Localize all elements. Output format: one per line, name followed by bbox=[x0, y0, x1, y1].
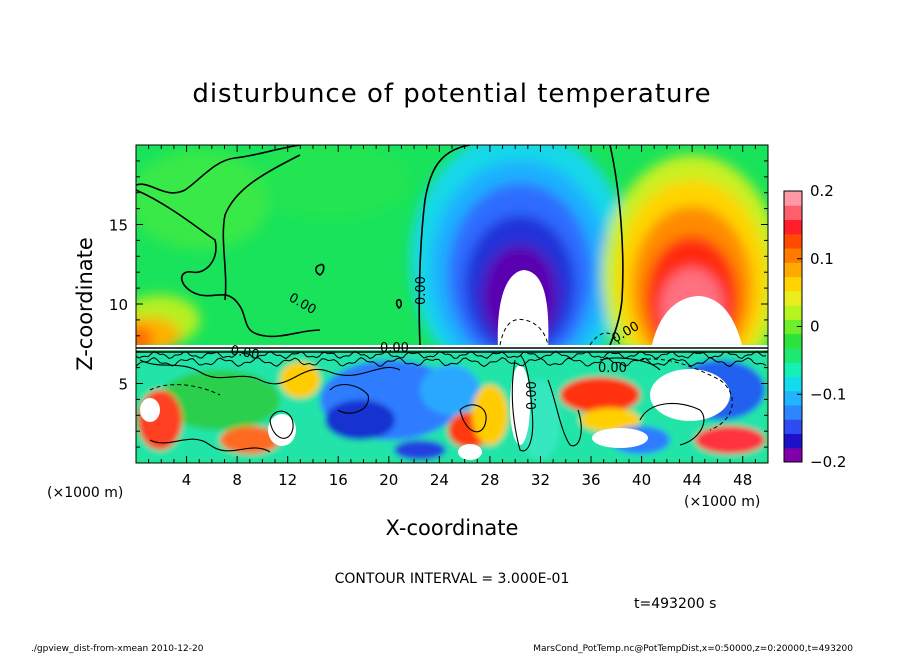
colorbar-tick-label: 0.1 bbox=[810, 250, 834, 268]
x-tick-label: 8 bbox=[232, 471, 242, 489]
x-tick-label: 36 bbox=[581, 471, 600, 489]
colorbar-tick-label: 0 bbox=[810, 318, 820, 336]
contour-label: 0.00 bbox=[414, 276, 429, 305]
colorbar-swatch bbox=[784, 233, 802, 249]
time-label: t=493200 s bbox=[634, 596, 716, 612]
colorbar-swatch bbox=[784, 433, 802, 449]
colorbar-swatch bbox=[784, 376, 802, 392]
x-tick-label: 4 bbox=[182, 471, 192, 489]
x-tick-label: 32 bbox=[531, 471, 550, 489]
x-axis-unit-right: (×1000 m) bbox=[684, 494, 760, 510]
contour-label: 0.00 bbox=[229, 343, 260, 363]
colorbar-swatch bbox=[784, 191, 802, 206]
colorbar-swatch bbox=[784, 219, 802, 235]
x-tick-label: 24 bbox=[430, 471, 449, 489]
colorbar-tick-label: −0.1 bbox=[810, 385, 846, 403]
colorbar-swatch bbox=[784, 404, 802, 420]
x-tick-label: 28 bbox=[480, 471, 499, 489]
footer-right: MarsCond_PotTemp.nc@PotTempDist,x=0:5000… bbox=[533, 644, 853, 654]
colorbar-swatch bbox=[784, 347, 802, 363]
x-tick-label: 16 bbox=[329, 471, 348, 489]
wavy-interface bbox=[136, 350, 767, 368]
plot-area: 0.00 0.00 0.00 0.00 0.00 0.00 0.00 bbox=[136, 145, 768, 463]
x-tick-label: 48 bbox=[733, 471, 752, 489]
y-tick-label: 10 bbox=[109, 296, 128, 314]
y-axis-label: Z-coordinate bbox=[73, 237, 97, 371]
lower-field bbox=[136, 348, 768, 463]
colorbar-swatch bbox=[784, 333, 802, 349]
colorbar-swatch bbox=[784, 205, 802, 221]
colorbar-swatch bbox=[784, 419, 802, 434]
x-axis-label: X-coordinate bbox=[386, 516, 519, 540]
colorbar-tick-label: 0.2 bbox=[810, 182, 834, 200]
contour-dashed bbox=[149, 318, 733, 431]
footer-left: ./gpview_dist-from-xmean 2010-12-20 bbox=[31, 644, 204, 654]
colorbar: 0.2 0.1 0 −0.1 −0.2 bbox=[783, 182, 846, 471]
contour-label: 0.00 bbox=[598, 361, 627, 376]
cold-core bbox=[497, 270, 549, 348]
y-tick-label: 5 bbox=[118, 376, 128, 394]
x-axis-unit-left: (×1000 m) bbox=[47, 485, 123, 501]
contour-interval: CONTOUR INTERVAL = 3.000E-01 bbox=[335, 571, 570, 587]
colorbar-swatch bbox=[784, 390, 802, 406]
colorbar-swatch bbox=[784, 262, 802, 278]
colorbar-swatch bbox=[784, 305, 802, 320]
colorbar-swatch bbox=[784, 248, 802, 263]
colorbar-swatch bbox=[784, 290, 802, 306]
y-tick-label: 15 bbox=[109, 217, 128, 235]
x-tick-label: 12 bbox=[278, 471, 297, 489]
contour-label: 0.00 bbox=[525, 381, 540, 410]
lower-contours bbox=[139, 354, 705, 453]
chart-title: disturbunce of potential temperature bbox=[192, 79, 711, 109]
contour-label: 0.00 bbox=[380, 341, 409, 356]
colorbar-swatch bbox=[784, 276, 802, 292]
colorbar-tick-label: −0.2 bbox=[810, 453, 846, 471]
x-axis: 4 8 12 16 20 24 28 32 36 40 44 48 bbox=[148, 145, 756, 489]
warm-core bbox=[652, 296, 742, 345]
contour-lines bbox=[136, 145, 768, 353]
colorbar-swatch bbox=[784, 447, 802, 463]
colorbar-swatch bbox=[784, 319, 802, 335]
x-tick-label: 40 bbox=[632, 471, 651, 489]
colorbar-swatch bbox=[784, 362, 802, 377]
x-tick-label: 44 bbox=[683, 471, 702, 489]
y-axis: 5 10 15 bbox=[109, 160, 768, 448]
x-tick-label: 20 bbox=[379, 471, 398, 489]
